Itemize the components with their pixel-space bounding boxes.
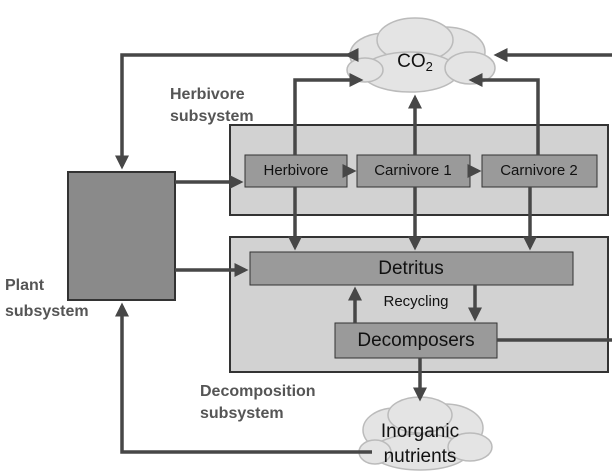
node-box (356, 154, 471, 188)
subsystem-label: Herbivore (170, 86, 245, 103)
subsystem-label: Plant (5, 277, 45, 294)
plant-box (67, 171, 176, 301)
decomposers-label: Decomposers (357, 330, 474, 351)
node-box (481, 154, 598, 188)
subsystem-label: subsystem (170, 108, 254, 125)
decomposers-box (334, 322, 498, 359)
subsystem-label: subsystem (5, 303, 89, 320)
detritus-label: Detritus (378, 258, 443, 279)
node-label: Carnivore 2 (500, 162, 578, 179)
co2-cloud (346, 17, 496, 93)
subsystem-label: Decomposition (200, 383, 316, 400)
nutrients-cloud (358, 396, 493, 471)
nutrients-label: Inorganic (381, 421, 459, 442)
nutrients-label: nutrients (384, 446, 457, 467)
node-label: Herbivore (263, 162, 328, 179)
recycling-label: Recycling (383, 293, 448, 310)
node-label: Carnivore 1 (374, 162, 452, 179)
arrows (115, 48, 612, 454)
detritus-box (249, 251, 574, 286)
subsystem-label: subsystem (200, 405, 284, 422)
co2-label: CO2 (397, 51, 433, 74)
